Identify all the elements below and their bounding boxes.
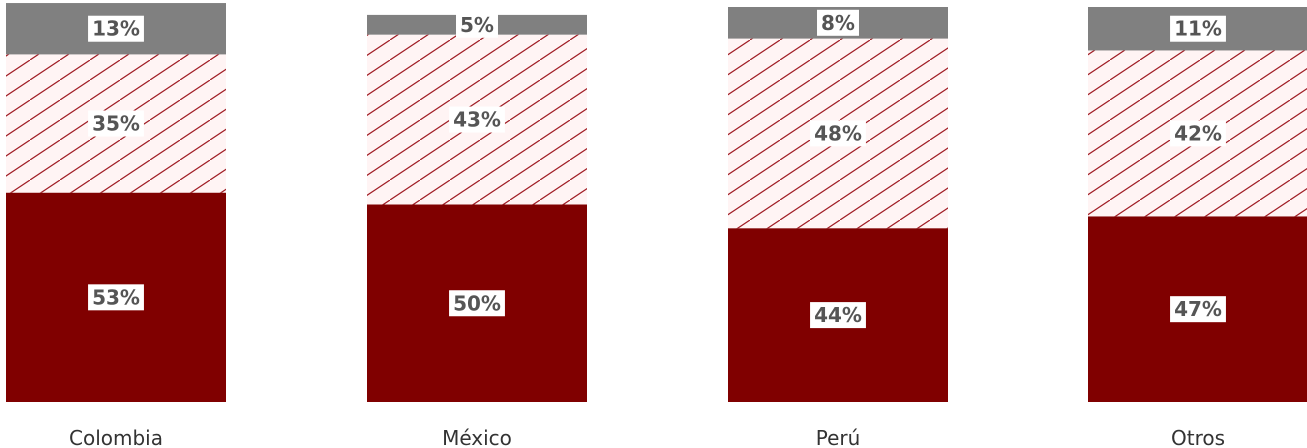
data-label-box-colombia-middle [88,110,144,137]
data-label-otros-top: 11% [1174,17,1222,41]
data-label-box-mexico-middle [449,106,505,133]
data-label-colombia-bottom: 53% [92,285,140,309]
data-label-mexico-top: 5% [460,13,494,37]
category-label-otros: Otros [1171,426,1225,448]
data-label-colombia-middle: 35% [92,112,140,136]
data-label-box-colombia-bottom [88,284,144,311]
data-label-box-mexico-bottom [449,290,505,317]
data-label-box-peru-bottom [810,302,866,329]
labels-layer: 53% 35% 13% Colombia 50% 43% 5% México 44% 48% 8% P… [69,9,1226,448]
data-label-box-colombia-top [88,15,144,42]
data-label-box-otros-top [1170,15,1226,42]
data-label-peru-top: 8% [821,11,855,35]
data-label-box-peru-middle [810,120,866,147]
data-label-box-peru-top [817,9,859,36]
data-label-mexico-bottom: 50% [453,291,501,315]
data-label-box-otros-bottom [1170,296,1226,323]
data-label-peru-middle: 48% [814,121,862,145]
data-label-box-mexico-top [456,11,498,38]
data-label-box-otros-middle [1170,120,1226,147]
category-label-colombia: Colombia [69,426,163,448]
data-label-colombia-top: 13% [92,17,140,41]
category-label-peru: Perú [816,426,861,448]
data-label-otros-middle: 42% [1174,121,1222,145]
category-label-mexico: México [442,426,512,448]
data-label-otros-bottom: 47% [1174,297,1222,321]
data-label-mexico-middle: 43% [453,108,501,132]
data-label-peru-bottom: 44% [814,303,862,327]
bars-layer [6,3,1307,402]
